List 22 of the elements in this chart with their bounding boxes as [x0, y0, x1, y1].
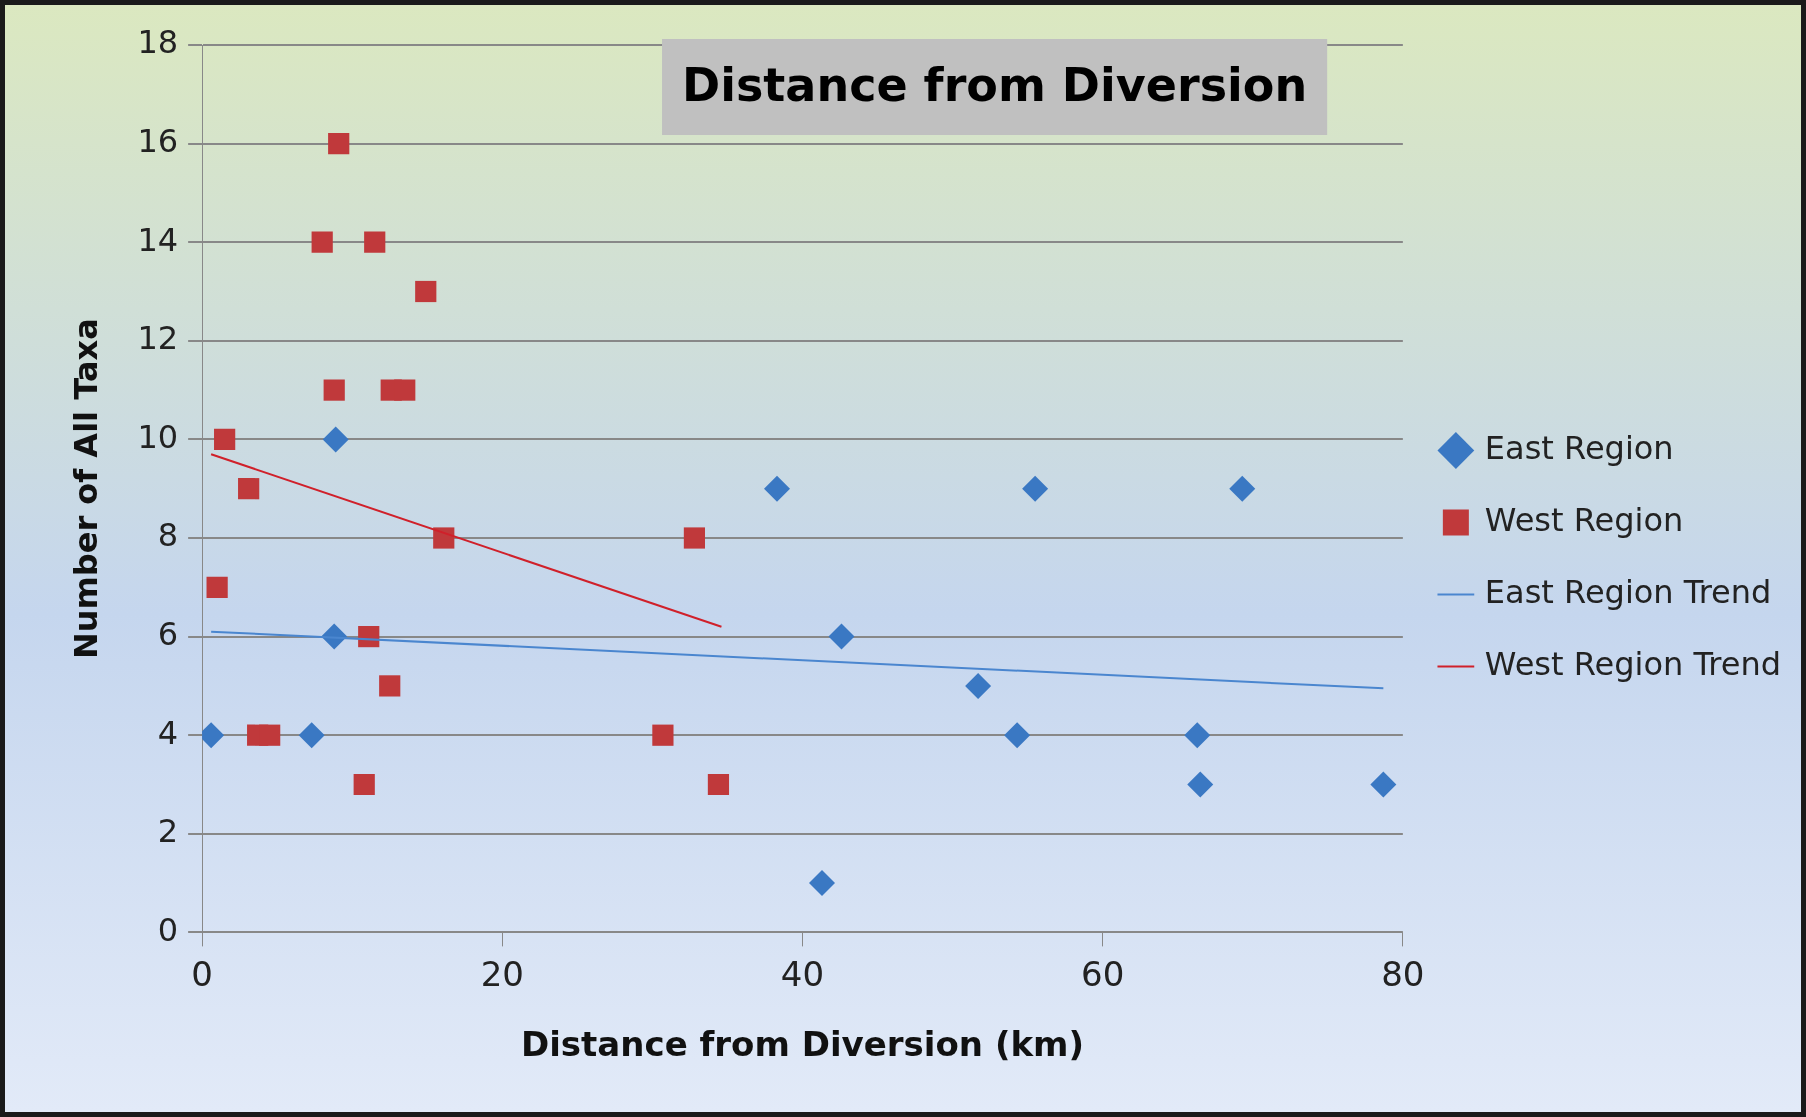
x-tick-label: 40	[780, 953, 825, 994]
legend-label: East Region	[1484, 428, 1674, 467]
y-tick-label: 0	[157, 910, 179, 949]
x-tick-label: 80	[1381, 953, 1425, 994]
legend-label: East Region Trend	[1484, 572, 1772, 611]
y-tick-label: 14	[137, 220, 179, 259]
y-tick-label: 12	[137, 319, 179, 358]
y-axis-title: Number of All Taxa	[66, 318, 105, 660]
chart-title: Distance from Diversion	[682, 57, 1308, 112]
y-tick-label: 4	[157, 713, 179, 752]
y-tick-label: 10	[137, 417, 179, 456]
x-axis-title: Distance from Diversion (km)	[520, 1024, 1084, 1065]
legend-label: West Region	[1484, 500, 1684, 539]
y-tick-label: 16	[137, 121, 179, 160]
y-tick-label: 2	[157, 812, 179, 851]
x-tick-label: 0	[191, 953, 213, 994]
legend-label: West Region Trend	[1484, 644, 1781, 683]
y-tick-label: 8	[157, 516, 179, 555]
x-tick-label: 60	[1081, 953, 1125, 994]
y-tick-label: 6	[157, 614, 179, 653]
x-tick-label: 20	[480, 953, 524, 994]
y-tick-label: 18	[137, 23, 179, 62]
